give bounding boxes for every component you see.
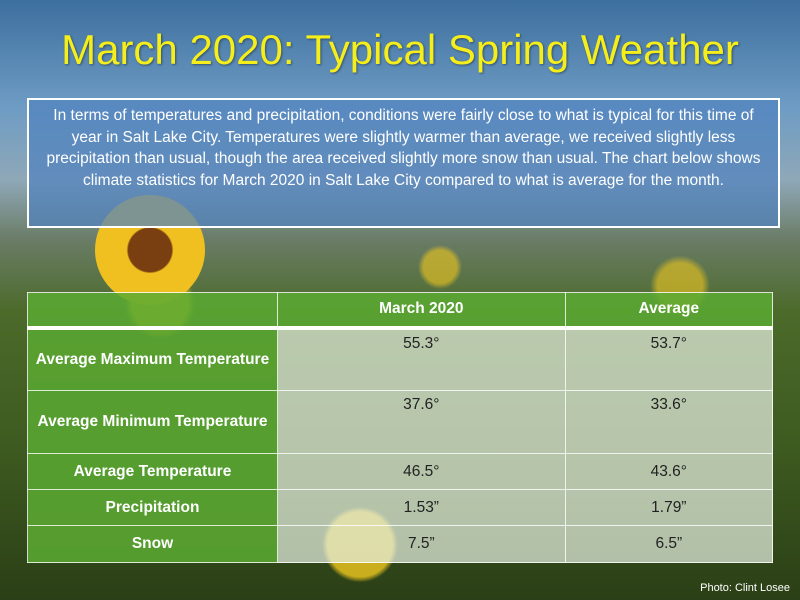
table-row: Average Temperature 46.5° 43.6°: [27, 453, 774, 490]
header-average: Average: [564, 292, 774, 328]
march-value: 55.3°: [277, 327, 566, 391]
header-march-2020: March 2020: [277, 292, 566, 328]
average-value: 53.7°: [564, 327, 774, 391]
march-value: 46.5°: [277, 453, 566, 490]
climate-table: March 2020 Average Average Maximum Tempe…: [27, 292, 774, 563]
photo-credit: Photo: Clint Losee: [700, 582, 790, 594]
header-blank: [27, 292, 278, 328]
table-row: Average Minimum Temperature 37.6° 33.6°: [27, 390, 774, 454]
table-row: Average Maximum Temperature 55.3° 53.7°: [27, 327, 774, 391]
march-value: 7.5”: [277, 525, 566, 563]
march-value: 37.6°: [277, 390, 566, 454]
slide-title: March 2020: Typical Spring Weather: [61, 26, 739, 73]
march-value: 1.53”: [277, 489, 566, 526]
table-header: March 2020 Average: [27, 292, 774, 328]
average-value: 6.5”: [564, 525, 774, 563]
average-value: 43.6°: [564, 453, 774, 490]
row-label: Precipitation: [27, 489, 278, 526]
row-label: Average Minimum Temperature: [27, 390, 278, 454]
row-label: Average Temperature: [27, 453, 278, 490]
average-value: 33.6°: [564, 390, 774, 454]
table-row: Snow 7.5” 6.5”: [27, 525, 774, 563]
average-value: 1.79”: [564, 489, 774, 526]
intro-text: In terms of temperatures and precipitati…: [27, 98, 780, 228]
row-label: Snow: [27, 525, 278, 563]
row-label: Average Maximum Temperature: [27, 327, 278, 391]
table-row: Precipitation 1.53” 1.79”: [27, 489, 774, 526]
